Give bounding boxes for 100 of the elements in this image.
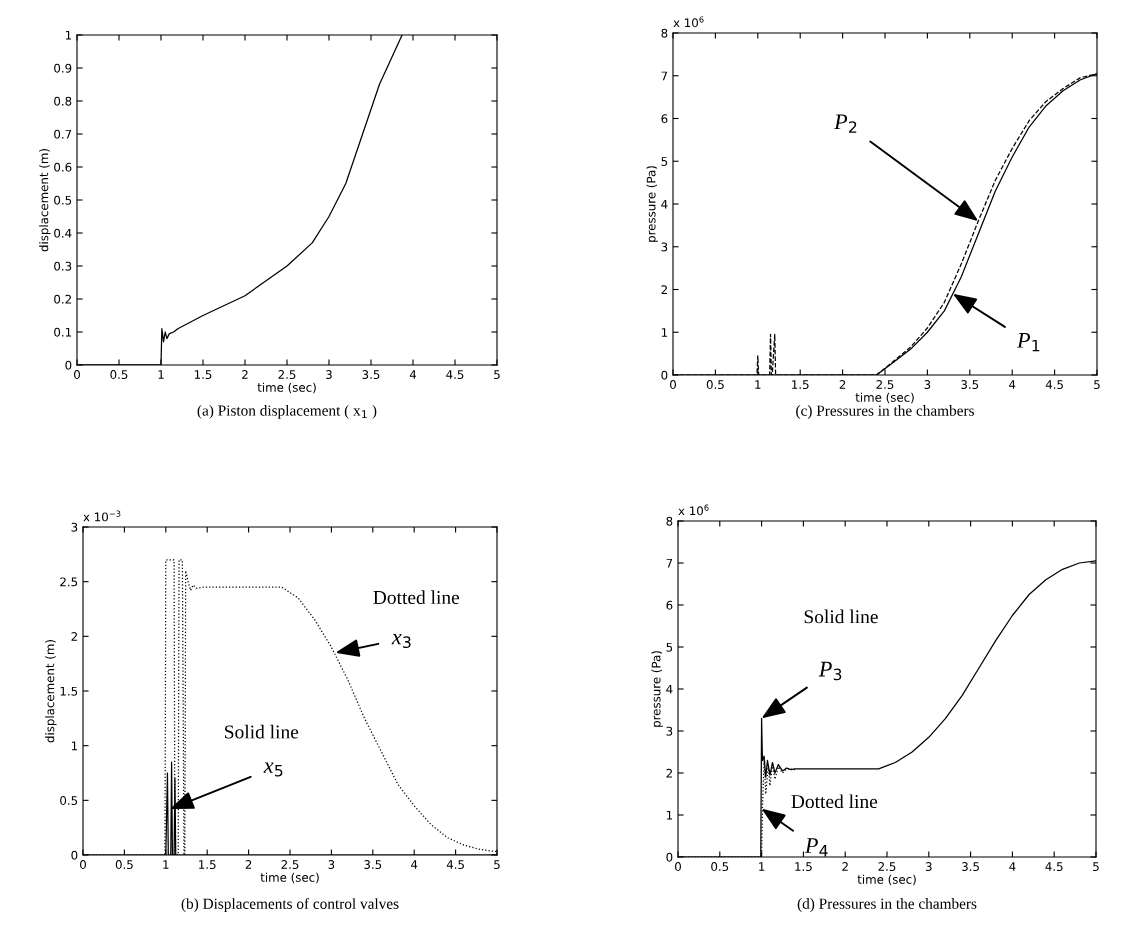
- y-tick-label: 0: [71, 850, 78, 860]
- y-tick-label: 0.1: [54, 327, 72, 337]
- y-tick-label: 0: [65, 360, 72, 370]
- y-tick-label: 1: [661, 328, 668, 337]
- y-tick-label: 3: [661, 242, 668, 252]
- text: (b) Displacements of control valves: [181, 897, 399, 913]
- y-axis-title: displacement (m): [39, 149, 51, 252]
- y-tick-label: 0.3: [54, 261, 72, 271]
- y-tick-label: 2: [71, 632, 77, 641]
- x-tick-label: 0.5: [711, 862, 729, 871]
- annotation: Solid line: [225, 724, 299, 739]
- y-tick-label: 0.6: [54, 162, 72, 172]
- x-tick-label: 0.5: [115, 860, 133, 869]
- y-tick-label: 8: [666, 516, 673, 526]
- y-tick-label: 8: [661, 28, 668, 38]
- y-tick-label: 6: [661, 114, 668, 124]
- x-tick-label: 2.5: [281, 860, 299, 869]
- text: (d) Pressures in the chambers: [797, 898, 977, 912]
- x-tick-label: 4.5: [1045, 380, 1063, 389]
- text: x 10$^{−3}$: [83, 510, 121, 522]
- y-tick-label: 3: [71, 522, 78, 532]
- y-tick-label: 1: [71, 741, 78, 751]
- x-tick-label: 2.5: [878, 862, 896, 871]
- y-axis-title: pressure (Pa): [651, 651, 663, 727]
- y-tick-label: 4: [661, 199, 668, 209]
- x-tick-label: 1: [158, 370, 164, 379]
- x-tick-label: 2.5: [876, 380, 894, 389]
- text: x 10$^{6}$: [678, 504, 709, 516]
- x-axis-title: time (sec): [857, 874, 916, 886]
- annotation: x$_{3}$: [391, 633, 411, 649]
- y-tick-label: 5: [661, 157, 668, 166]
- x-tick-label: 0.5: [706, 380, 724, 389]
- y-tick-label: 2: [666, 768, 672, 778]
- x-tick-label: 5: [1094, 380, 1100, 389]
- x-tick-label: 3.5: [362, 370, 380, 379]
- x-tick-label: 1: [163, 860, 169, 869]
- x-tick-label: 5: [494, 860, 500, 869]
- x-tick-label: 2: [842, 862, 848, 871]
- x-tick-label: 3.5: [962, 862, 979, 871]
- y-tick-label: 3: [666, 726, 673, 736]
- annotation: P$_{3}$: [818, 661, 842, 681]
- x-tick-label: 1: [755, 380, 761, 389]
- x-axis-title: time (sec): [260, 872, 319, 884]
- x-tick-label: 3: [924, 380, 931, 389]
- y-axis-title: displacement (m): [45, 640, 57, 743]
- x-tick-label: 4: [1009, 862, 1016, 871]
- y-tick-label: 0.9: [54, 63, 72, 73]
- y-tick-label: 2: [661, 285, 667, 294]
- x-tick-label: 2: [242, 370, 248, 379]
- x-tick-label: 1: [759, 862, 765, 871]
- x-tick-label: 2: [245, 860, 252, 869]
- text: x 10$^{6}$: [673, 16, 704, 28]
- y-tick-label: 0.5: [60, 796, 78, 805]
- y-tick-label: 0.4: [54, 228, 72, 238]
- x-tick-label: 0.5: [110, 370, 128, 379]
- annotation: Solid line: [804, 609, 878, 624]
- annotation: P$_{1}$: [1016, 333, 1040, 352]
- x-tick-label: 4.5: [446, 860, 464, 869]
- annotation: P$_{2}$: [834, 114, 857, 133]
- x-tick-label: 3: [326, 370, 332, 379]
- y-tick-label: 0.7: [54, 129, 72, 139]
- y-tick-label: 2.5: [60, 577, 78, 587]
- x-tick-label: 4: [411, 860, 418, 869]
- annotation: P$_{4}$: [804, 838, 828, 857]
- annotation: x$_{5}$: [263, 762, 283, 777]
- y-tick-label: 1.5: [60, 686, 78, 696]
- x-tick-label: 3: [328, 860, 335, 869]
- x-tick-label: 4.5: [446, 370, 464, 379]
- y-tick-label: 5: [666, 642, 673, 652]
- text: (c) Pressures in the chambers: [796, 405, 974, 419]
- annotation: Dotted line: [791, 794, 878, 809]
- x-tick-label: 5: [494, 370, 500, 379]
- x-tick-label: 0: [675, 862, 681, 871]
- text: (a) Piston displacement ( x$_{1}$ ): [197, 404, 377, 419]
- y-tick-label: 1: [666, 810, 673, 820]
- x-tick-label: 1.5: [199, 860, 216, 869]
- y-tick-label: 0: [666, 852, 673, 862]
- x-tick-label: 1.5: [795, 862, 812, 871]
- x-axis-title: time (sec): [257, 382, 316, 394]
- y-tick-label: 7: [666, 558, 673, 568]
- x-tick-label: 3.5: [961, 380, 979, 389]
- x-tick-label: 4: [409, 370, 417, 379]
- y-tick-label: 7: [661, 71, 668, 81]
- y-tick-label: 4: [666, 684, 673, 694]
- x-axis-title: time (sec): [855, 392, 914, 404]
- x-tick-label: 0: [80, 860, 86, 869]
- x-tick-label: 4.5: [1045, 862, 1063, 871]
- x-tick-label: 2.5: [278, 370, 296, 379]
- x-tick-label: 3: [925, 862, 932, 871]
- y-tick-label: 0.2: [54, 294, 71, 304]
- y-tick-label: 1: [65, 30, 72, 40]
- y-axis-title: pressure (Pa): [646, 166, 658, 242]
- y-tick-label: 6: [666, 600, 673, 610]
- x-tick-label: 3.5: [364, 860, 382, 869]
- x-tick-label: 1.5: [792, 380, 809, 389]
- annotation: Dotted line: [373, 590, 460, 605]
- x-tick-label: 4: [1009, 380, 1016, 389]
- y-tick-label: 0.5: [54, 195, 72, 205]
- x-tick-label: 1.5: [194, 370, 212, 379]
- y-tick-label: 0.8: [54, 96, 72, 106]
